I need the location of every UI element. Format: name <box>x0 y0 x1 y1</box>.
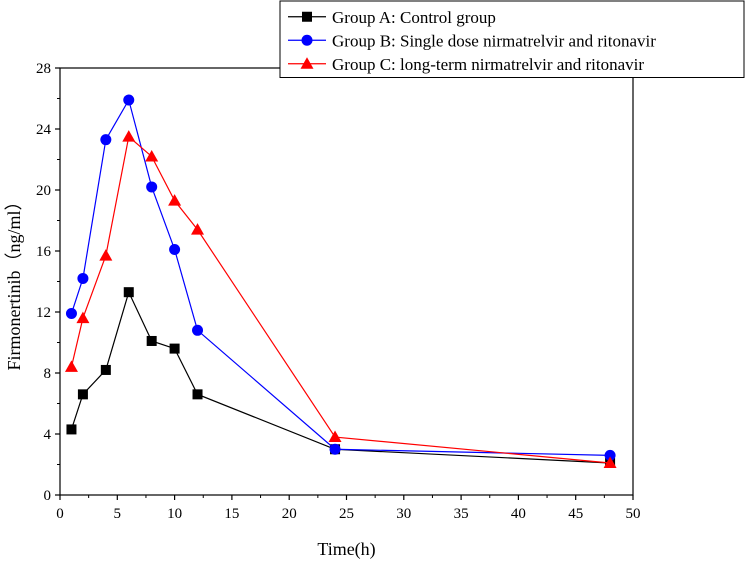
series-1-point-6 <box>192 324 204 336</box>
series-1-point-1 <box>77 272 89 284</box>
series-2-point-2 <box>99 249 113 261</box>
x-tick-label-6: 30 <box>396 506 411 522</box>
series-2-point-1 <box>76 311 90 324</box>
x-tick-label-0: 0 <box>56 506 64 522</box>
x-tick-label-3: 15 <box>224 506 239 522</box>
series-1-point-0 <box>65 308 77 320</box>
y-tick-label-1: 4 <box>44 427 52 443</box>
legend-marker-0 <box>302 11 312 22</box>
series-group <box>64 94 617 468</box>
series-2-point-5 <box>168 194 182 206</box>
series-1-point-3 <box>123 94 135 106</box>
series-0-point-1 <box>77 389 88 400</box>
series-2-point-3 <box>122 130 136 142</box>
series-2-point-6 <box>191 223 205 235</box>
y-tick-label-6: 24 <box>36 122 52 138</box>
legend-label-2: Group C: long-term nirmatrelvir and rito… <box>332 55 644 74</box>
x-tick-label-5: 25 <box>339 506 354 522</box>
series-0-point-6 <box>192 389 203 400</box>
x-tick-label-7: 35 <box>454 506 469 522</box>
x-tick-label-1: 5 <box>114 506 122 522</box>
x-tick-label-10: 50 <box>626 506 641 522</box>
series-1 <box>65 94 616 461</box>
series-0-point-0 <box>66 424 77 435</box>
legend-box <box>279 0 745 78</box>
y-tick-label-4: 16 <box>36 244 52 260</box>
legend-entry-0: Group A: Control group <box>288 8 496 27</box>
legend-label-1: Group B: Single dose nirmatrelvir and ri… <box>332 31 656 50</box>
x-tick-label-2: 10 <box>167 506 182 522</box>
legend-entry-2: Group C: long-term nirmatrelvir and rito… <box>288 55 644 74</box>
series-2-point-7 <box>328 430 342 443</box>
x-axis-title: Time(h) <box>317 539 375 560</box>
x-tick-label-9: 45 <box>568 506 583 522</box>
series-1-point-5 <box>169 243 181 255</box>
y-tick-label-2: 8 <box>44 366 52 382</box>
series-0-point-3 <box>123 287 134 298</box>
legend-marker-2 <box>300 57 314 69</box>
legend-label-0: Group A: Control group <box>332 8 496 27</box>
series-1-point-8 <box>604 449 616 461</box>
series-0-point-4 <box>146 335 157 346</box>
x-tick-label-8: 40 <box>511 506 526 522</box>
y-tick-label-5: 20 <box>36 183 51 199</box>
series-2 <box>64 130 617 468</box>
y-tick-label-7: 28 <box>36 61 51 77</box>
series-2-point-4 <box>145 149 159 162</box>
y-axis-title: Firmonertinib（ng/ml） <box>4 193 24 371</box>
plot-frame <box>59 67 634 496</box>
series-0-point-2 <box>100 364 111 375</box>
series-1-point-2 <box>100 134 112 146</box>
legend-marker-1 <box>301 34 313 46</box>
series-2-point-8 <box>603 456 617 468</box>
series-1-point-4 <box>146 181 158 193</box>
legend-entry-1: Group B: Single dose nirmatrelvir and ri… <box>288 31 656 50</box>
x-tick-label-4: 20 <box>282 506 297 522</box>
series-1-point-7 <box>329 443 341 455</box>
series-2-point-0 <box>64 360 78 372</box>
legend: Group A: Control group Group B: Single do… <box>279 0 745 78</box>
y-tick-label-0: 0 <box>44 488 52 504</box>
y-tick-label-3: 12 <box>36 305 51 321</box>
series-0-point-5 <box>169 343 180 354</box>
